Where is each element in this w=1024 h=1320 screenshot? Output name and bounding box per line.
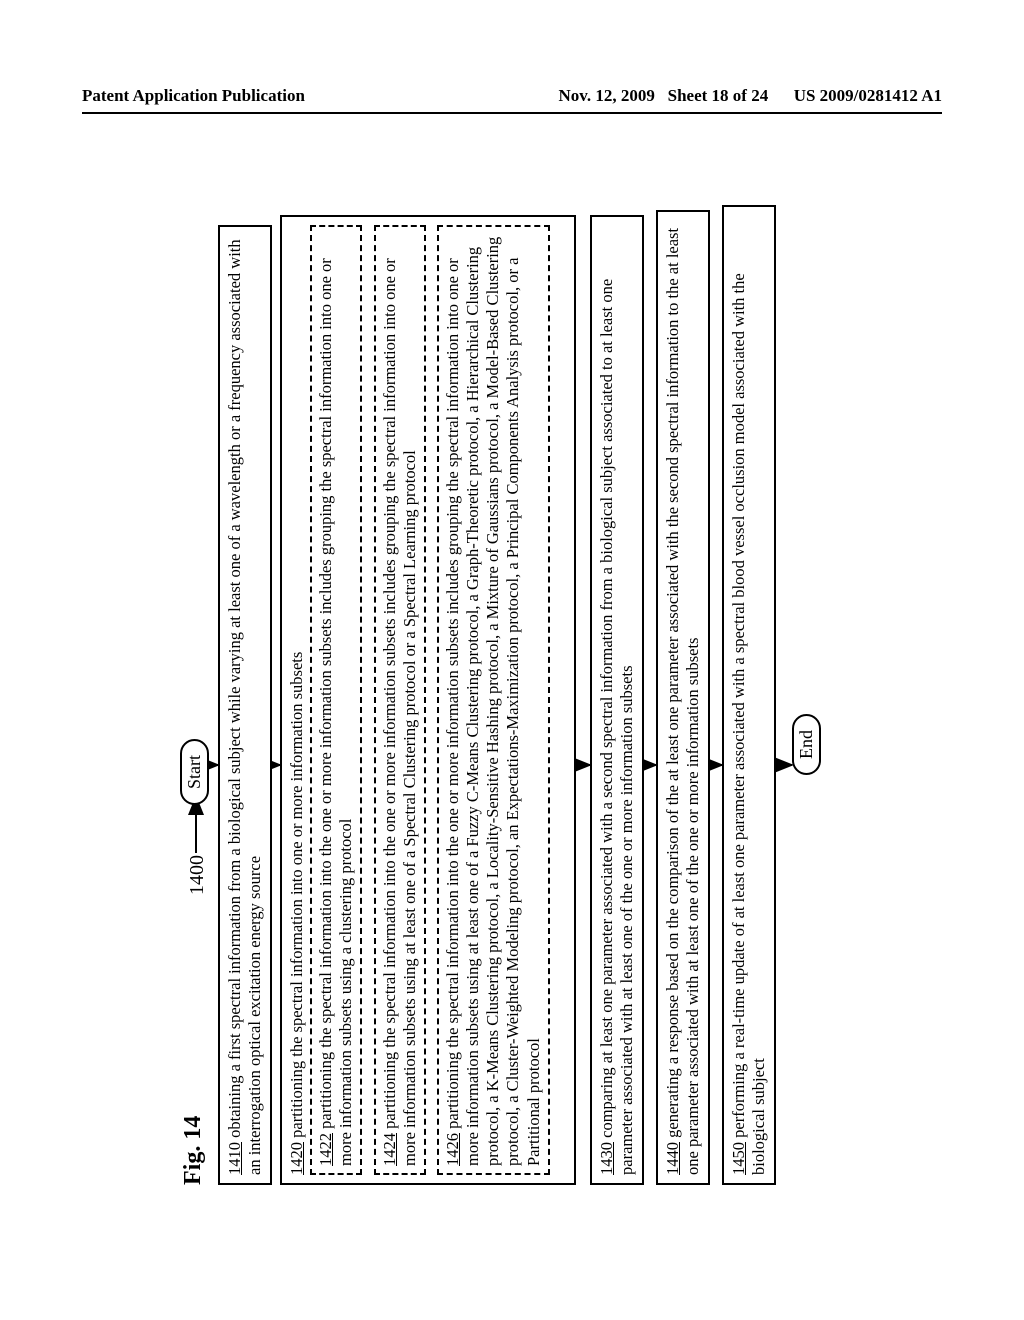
step-text-1430: comparing at least one parameter associa… <box>597 279 636 1175</box>
flowchart: Fig. 14 1400 Start 1410 obtaining a firs… <box>180 185 840 1185</box>
flowchart-rotated-container: Fig. 14 1400 Start 1410 obtaining a firs… <box>10 355 1010 1015</box>
step-num-1424: 1424 <box>380 1133 399 1166</box>
chart-number: 1400 <box>186 855 209 895</box>
substep-1426: 1426 partitioning the spectral informati… <box>437 225 550 1175</box>
start-terminator: Start <box>180 739 209 805</box>
step-num-1430: 1430 <box>597 1142 616 1175</box>
step-1420: 1420 partitioning the spectral informati… <box>280 215 576 1185</box>
page-header: Patent Application Publication Nov. 12, … <box>0 86 1024 114</box>
figure-label: Fig. 14 <box>180 185 207 1185</box>
step-num-1420: 1420 <box>287 1142 306 1175</box>
step-num-1440: 1440 <box>663 1142 682 1175</box>
substep-1424: 1424 partitioning the spectral informati… <box>374 225 426 1175</box>
end-terminator: End <box>792 714 821 775</box>
step-1430: 1430 comparing at least one parameter as… <box>590 215 644 1185</box>
step-text-1450: performing a real-time update of at leas… <box>729 273 768 1175</box>
step-num-1450: 1450 <box>729 1142 748 1175</box>
header-right: Nov. 12, 2009 Sheet 18 of 24 US 2009/028… <box>559 86 942 106</box>
step-1450: 1450 performing a real-time update of at… <box>722 205 776 1185</box>
step-1410: 1410 obtaining a first spectral informat… <box>218 225 272 1185</box>
step-text-1424: partitioning the spectral information in… <box>380 258 419 1166</box>
step-num-1410: 1410 <box>225 1142 244 1175</box>
step-num-1422: 1422 <box>316 1133 335 1166</box>
step-text-1422: partitioning the spectral information in… <box>316 258 355 1166</box>
substep-1422: 1422 partitioning the spectral informati… <box>310 225 362 1175</box>
step-text-1440: generating a response based on the compa… <box>663 228 702 1175</box>
header-row: Patent Application Publication Nov. 12, … <box>82 86 942 106</box>
step-num-1426: 1426 <box>443 1133 462 1166</box>
step-text-1426: partitioning the spectral information in… <box>443 237 543 1166</box>
step-text-1410: obtaining a first spectral information f… <box>225 239 264 1175</box>
step-1440: 1440 generating a response based on the … <box>656 210 710 1185</box>
header-rule <box>82 112 942 114</box>
step-text-1420: partitioning the spectral information in… <box>287 652 306 1142</box>
header-left: Patent Application Publication <box>82 86 305 106</box>
